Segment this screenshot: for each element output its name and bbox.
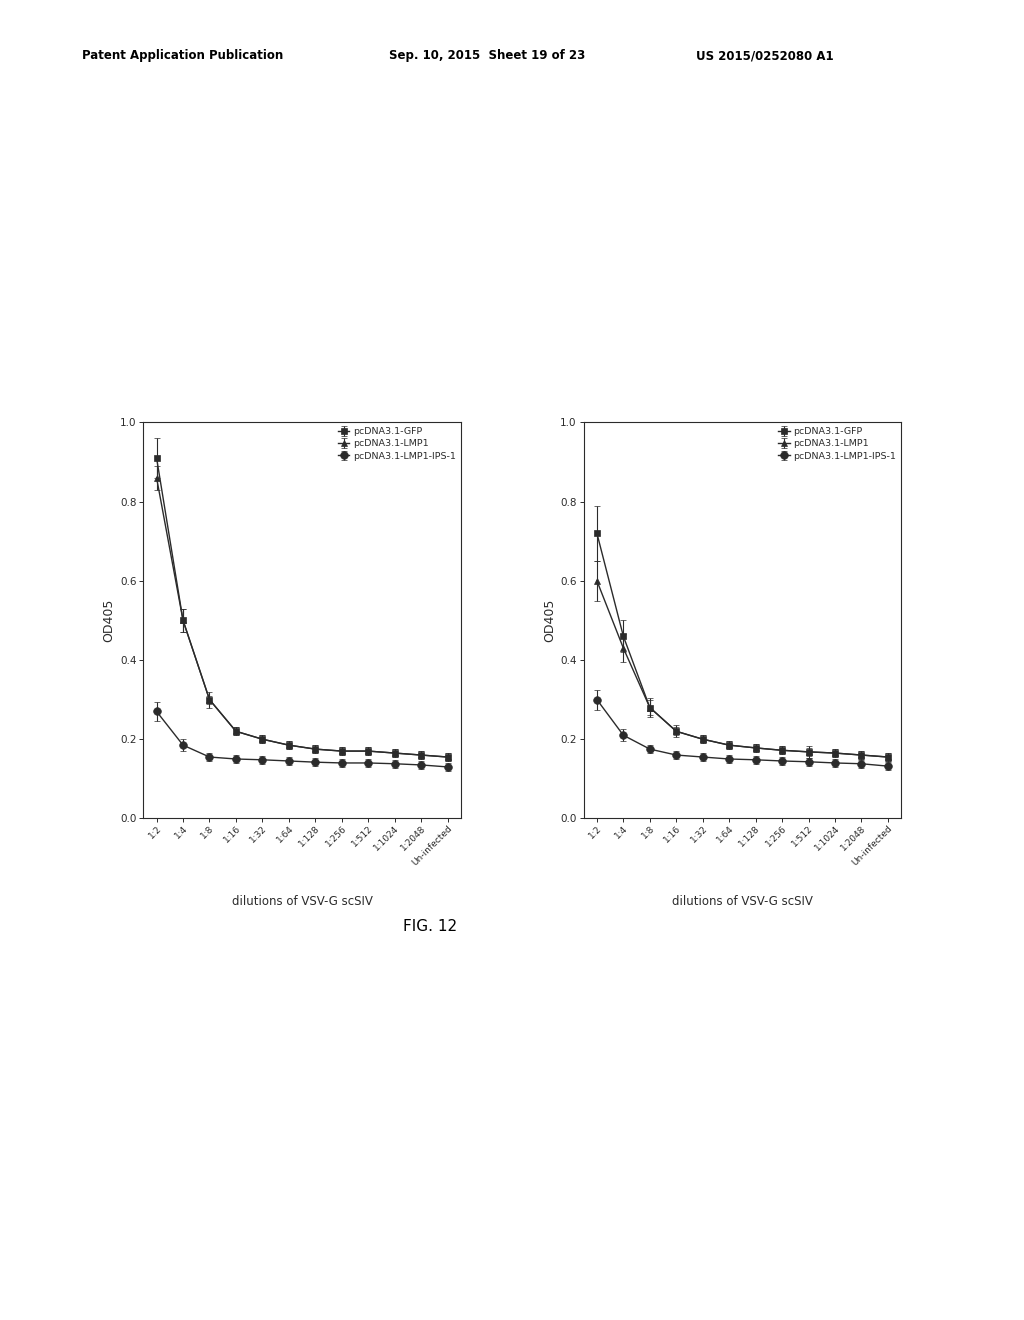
X-axis label: dilutions of VSV-G scSIV: dilutions of VSV-G scSIV: [672, 895, 813, 908]
Text: FIG. 12: FIG. 12: [403, 919, 457, 933]
Legend: pcDNA3.1-GFP, pcDNA3.1-LMP1, pcDNA3.1-LMP1-IPS-1: pcDNA3.1-GFP, pcDNA3.1-LMP1, pcDNA3.1-LM…: [776, 425, 898, 462]
Text: US 2015/0252080 A1: US 2015/0252080 A1: [696, 49, 834, 62]
Legend: pcDNA3.1-GFP, pcDNA3.1-LMP1, pcDNA3.1-LMP1-IPS-1: pcDNA3.1-GFP, pcDNA3.1-LMP1, pcDNA3.1-LM…: [336, 425, 458, 462]
Y-axis label: OD405: OD405: [102, 599, 116, 642]
Text: Patent Application Publication: Patent Application Publication: [82, 49, 284, 62]
Text: Sep. 10, 2015  Sheet 19 of 23: Sep. 10, 2015 Sheet 19 of 23: [389, 49, 586, 62]
Y-axis label: OD405: OD405: [543, 599, 556, 642]
X-axis label: dilutions of VSV-G scSIV: dilutions of VSV-G scSIV: [231, 895, 373, 908]
